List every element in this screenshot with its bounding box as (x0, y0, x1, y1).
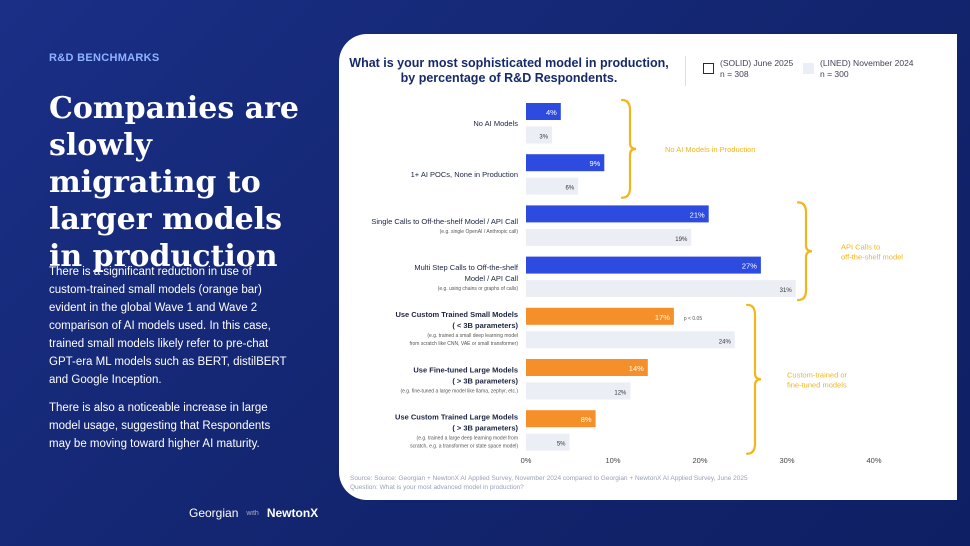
chart-footnote: Source: Source: Georgian + NewtonX AI Ap… (350, 475, 790, 492)
bar-lined (526, 382, 631, 400)
category-sublabel: (e.g. trained a large deep learning mode… (417, 435, 518, 441)
category-sublabel: scratch, e.g. a transformer or state spa… (410, 443, 518, 449)
category-label: Multi Step Calls to Off-the-shelf (414, 263, 519, 272)
group-label: fine-tuned models (787, 380, 847, 389)
category-sublabel: (e.g. trained a small deep learning mode… (427, 333, 518, 339)
category-label: Use Custom Trained Small Models (395, 310, 518, 319)
data-label-solid: 9% (589, 159, 600, 168)
bar-lined (526, 331, 735, 349)
headline: Companies are slowly migrating to larger… (49, 91, 300, 274)
body-paragraph-1: There is a significant reduction in use … (49, 266, 287, 386)
bar-lined (526, 228, 692, 246)
legend-swatch-solid (703, 63, 714, 74)
source-line: Source: Source: Georgian + NewtonX AI Ap… (350, 475, 748, 482)
category-label: Single Calls to Off-the-shelf Model / AP… (371, 217, 518, 226)
category-sublabel: (e.g. using chains or graphs of calls) (438, 286, 519, 292)
section-label: R&D BENCHMARKS (49, 52, 160, 64)
question-line: Question: What is your most advanced mod… (350, 483, 524, 491)
bar-solid (526, 307, 674, 325)
chart-title: What is your most sophisticated model in… (339, 56, 679, 86)
bar-lined (526, 126, 553, 144)
data-label-lined: 3% (539, 135, 548, 141)
chart-card: What is your most sophisticated model in… (339, 34, 957, 500)
data-label-lined: 24% (719, 339, 732, 345)
legend-label-solid: (SOLID) June 2025 (720, 58, 794, 68)
bar-solid (526, 103, 561, 120)
chart-title-line-1: What is your most sophisticated model in… (349, 56, 669, 70)
category-sublabel: (e.g. single OpenAI / Anthropic call) (440, 229, 519, 235)
data-label-solid: 14% (629, 364, 644, 373)
group-brace (620, 98, 637, 199)
chart-title-line-2: by percentage of R&D Respondents. (400, 71, 618, 85)
category-sublabel: from scratch like CNN, VAE or small tran… (409, 341, 518, 347)
legend-label-lined: (LINED) November 2024 (820, 58, 914, 68)
bar-lined (526, 177, 579, 195)
bar-chart: 4% 3% No AI Models 9% 6% 1+ AI POCs, None in … (371, 98, 903, 465)
data-label-solid: 8% (581, 415, 592, 424)
bar-solid (526, 410, 596, 428)
legend-swatch-lined (803, 63, 814, 74)
category-label: Use Custom Trained Large Models (395, 412, 518, 421)
x-tick-label: 0% (521, 456, 532, 465)
category-sublabel: (e.g. fine-tuned a large model like llam… (400, 388, 518, 394)
x-tick-label: 20% (692, 456, 707, 465)
category-label: ( > 3B parameters) (452, 423, 518, 432)
legend-divider (685, 56, 686, 86)
bar-solid (526, 359, 648, 376)
group-brace (796, 201, 813, 302)
data-label-solid: 4% (546, 108, 557, 117)
bar-solid (526, 205, 709, 223)
data-label-lined: 6% (566, 186, 575, 192)
logo-bar: Georgian with NewtonX (189, 506, 318, 520)
data-label-solid: 17% (655, 313, 670, 322)
p-value-annotation: p < 0.05 (684, 316, 702, 322)
group-label: No AI Models in Production (665, 145, 755, 154)
group-brace (745, 303, 762, 455)
bar-lined (526, 433, 570, 451)
data-label-lined: 31% (780, 288, 793, 294)
newtonx-logo: NewtonX (266, 506, 319, 520)
logo-separator: with (246, 509, 259, 517)
category-label: ( > 3B parameters) (452, 376, 518, 385)
legend-item-lined: (LINED) November 2024 n = 300 (803, 58, 914, 80)
data-label-lined: 5% (557, 442, 566, 448)
bar-solid (526, 256, 761, 274)
georgian-logo: Georgian (189, 506, 239, 520)
group-label: off-the-shelf model (841, 252, 903, 261)
category-label: 1+ AI POCs, None in Production (411, 170, 518, 179)
data-label-lined: 19% (675, 237, 688, 243)
x-tick-label: 10% (605, 456, 620, 465)
category-label: No AI Models (473, 119, 518, 128)
legend-n-lined: n = 300 (820, 69, 849, 79)
legend-n-solid: n = 308 (720, 69, 749, 79)
data-label-solid: 21% (690, 210, 705, 219)
category-label: ( < 3B parameters) (452, 321, 518, 330)
data-label-solid: 27% (742, 262, 757, 271)
data-label-lined: 12% (614, 391, 627, 397)
x-tick-label: 40% (866, 456, 881, 465)
legend-item-solid: (SOLID) June 2025 n = 308 (703, 58, 793, 80)
category-label: Model / API Call (465, 274, 519, 283)
category-label: Use Fine-tuned Large Models (413, 365, 518, 374)
body-paragraph-2: There is also a noticeable increase in l… (49, 402, 271, 450)
group-label: API Calls to (841, 242, 880, 251)
bar-lined (526, 280, 796, 298)
group-label: Custom-trained or (787, 370, 848, 379)
bar-solid (526, 154, 605, 172)
x-tick-label: 30% (779, 456, 794, 465)
